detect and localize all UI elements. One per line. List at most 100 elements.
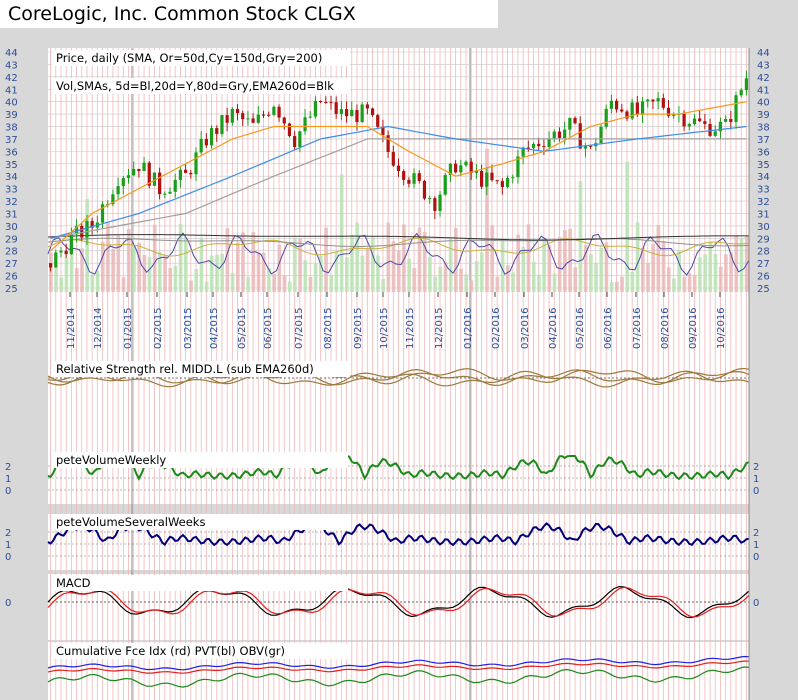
y-tick-right: 36 [757,147,770,158]
volume-bar [692,275,697,292]
y-tick-right: 42 [757,73,770,84]
volume-bar [594,263,598,292]
candle-body [69,234,73,255]
volume-bar [485,148,489,292]
candle-body [277,106,281,118]
volume-bar [391,241,396,292]
volume-bar [438,266,443,292]
x-tick-label: 12/2015 [434,307,445,349]
price-panel-label: Price, daily (SMA, Or=50d,Cy=150d,Gry=20… [56,51,322,65]
volume-sma5-line [47,232,750,276]
weekly-tick-left: 1 [5,474,11,485]
volume-bar [220,253,225,292]
candle-body [204,138,208,146]
candle-body [137,168,141,172]
candle-body [412,173,416,184]
volume-bar [708,241,713,292]
volume-bar [272,273,276,292]
x-tick-label: 10/2015 [379,307,390,349]
x-tick-label: 10/2016 [716,307,727,349]
candle-body [116,186,120,195]
volume-bar [495,276,500,292]
volume-bar [578,181,583,292]
volume-bar [49,252,53,292]
candle-body [516,156,520,178]
candle-body [454,163,458,173]
volume-bar [474,261,479,292]
volume-bar [687,273,692,292]
volume-ema260-line [47,234,749,241]
volume-bar [630,271,635,292]
candle-body [469,161,473,173]
candle-body [344,109,349,117]
candle-body [168,191,172,194]
volume-bar [344,257,349,292]
volume-bar [589,254,593,292]
candle-body [682,113,686,127]
candle-body [303,117,307,132]
candle-body [189,172,193,175]
volume-bar [625,161,630,292]
volume-bar [111,249,116,292]
volume-bar [381,278,386,292]
candle-body [319,100,323,103]
volume-bar [74,267,79,292]
volume-bar [137,242,141,292]
several-tick-left: 2 [5,528,11,539]
candle-body [267,114,271,116]
obv-line [47,666,750,688]
candle-body [381,126,385,136]
candle-body [407,179,411,184]
cumulative-panel-label-box [52,643,348,659]
chart-title-box: CoreLogic, Inc. Common Stock CLGX [0,0,498,28]
volume-bar [303,260,308,292]
pvt-line [47,655,750,671]
y-tick-right: 25 [757,284,770,295]
volume-bar [454,227,458,292]
weekly-tick-right: 2 [753,462,759,473]
volume-bar [521,246,526,292]
volume-bar [646,263,650,292]
volume-bar [106,222,110,292]
candle-body [672,113,676,116]
volume-bar [215,254,219,292]
candle-body [604,108,608,127]
y-tick-right: 27 [757,259,770,270]
volume-bar [677,250,681,292]
volume-bar [609,281,614,292]
candle-body [147,162,151,186]
several-tick-right: 2 [753,528,759,539]
candle-body [142,162,146,172]
y-tick-right: 37 [757,135,770,146]
volume-bar [246,277,251,292]
y-tick-right: 32 [757,197,770,208]
volume-bar [500,238,505,292]
candle-body [542,146,546,148]
volume-bar [90,274,95,292]
volume-bar [158,252,162,292]
candle-body [173,179,177,192]
volume-bar [552,273,557,292]
candle-body [225,115,229,123]
candle-body [365,104,369,109]
volume-bar [168,267,173,292]
volume-bar [308,277,313,292]
y-tick-left: 28 [5,247,18,258]
candle-body [178,169,183,180]
candle-body [256,114,260,123]
volume-bar [557,236,562,292]
volume-bar [516,234,521,292]
candle-body [537,143,541,147]
y-tick-right: 33 [757,185,770,196]
x-tick-label: 02/2015 [153,307,164,349]
volume-bar [376,255,380,292]
y-tick-left: 42 [5,73,18,84]
volume-bar [173,265,178,292]
volume-bar [230,272,235,292]
candle-body [729,118,733,123]
volume-bar [235,242,240,292]
cumulative-panel-label: Cumulative Fce Idx (rd) PVT(bl) OBV(gr) [56,644,285,658]
y-tick-right: 41 [757,85,770,96]
candle-body [74,225,79,235]
candle-body [158,172,162,195]
